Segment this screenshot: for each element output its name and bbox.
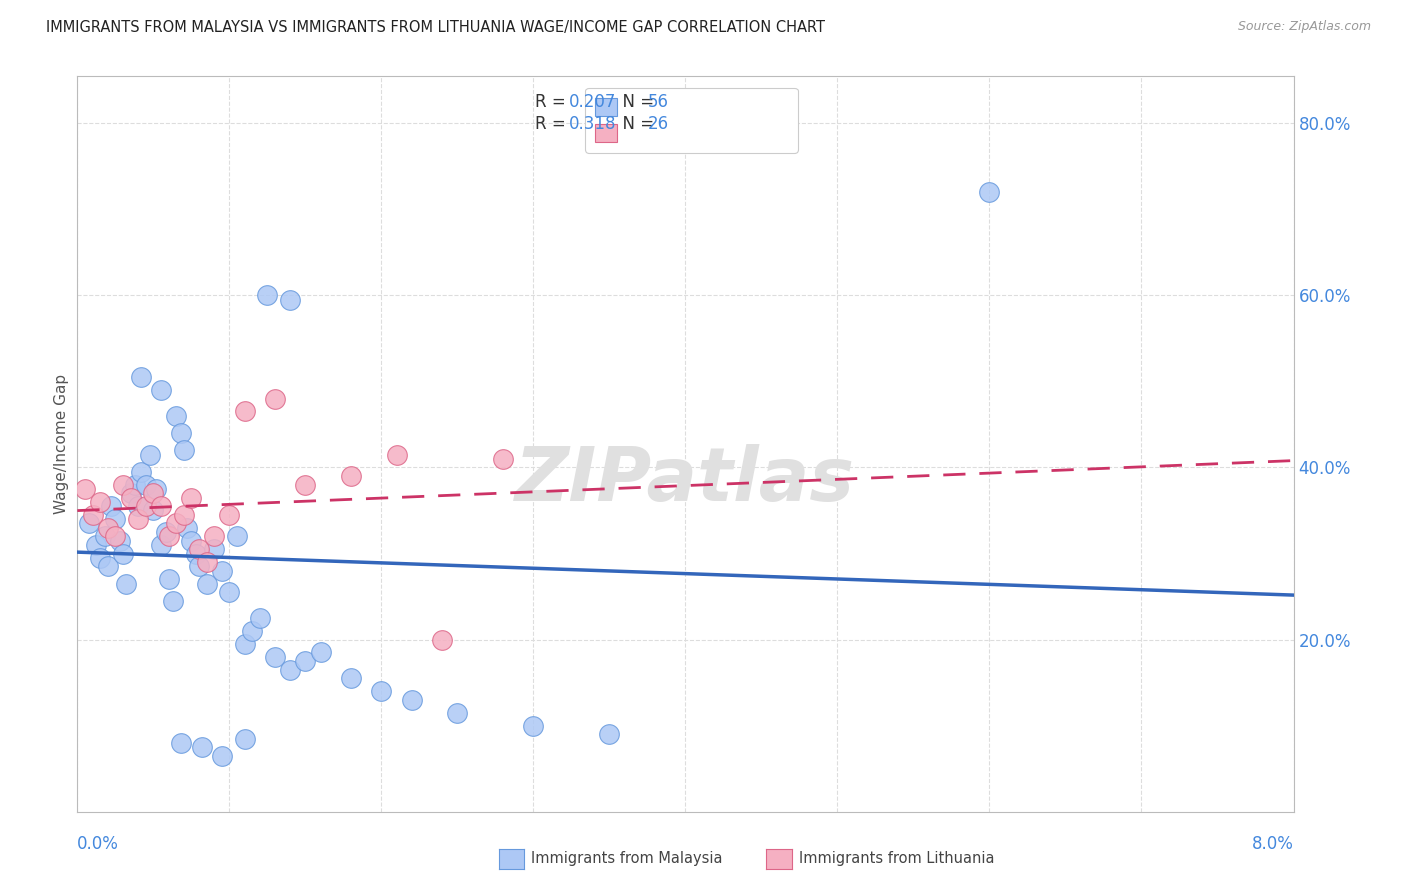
Point [195,576,218,591]
Point [104,512,127,526]
Point [598,727,620,741]
Point [226,529,249,543]
Point [294,477,316,491]
Point [135,477,157,491]
Point [370,684,392,698]
Point [211,748,233,763]
Point [218,508,240,522]
Point [142,486,165,500]
Point [145,482,167,496]
Point [129,465,152,479]
Point [89,495,111,509]
Point [202,542,225,557]
Point [73,482,96,496]
Text: 0.0%: 0.0% [77,835,120,853]
Point [82,508,104,522]
Point [127,512,149,526]
Point [309,645,332,659]
Point [97,521,120,535]
Point [430,632,453,647]
Point [173,443,195,458]
Legend:                               ,                               : , [585,87,797,153]
Point [180,533,202,548]
Point [522,719,544,733]
Point [111,547,134,561]
Point [108,533,131,548]
Text: R =: R = [534,115,571,133]
Point [84,538,107,552]
Text: 0.318: 0.318 [568,115,616,133]
Point [155,524,177,539]
Point [249,611,271,625]
Point [278,663,301,677]
Point [142,503,165,517]
Point [202,529,225,543]
Point [120,491,142,505]
Text: Immigrants from Lithuania: Immigrants from Lithuania [799,852,994,866]
Point [135,499,157,513]
Point [157,572,180,586]
Point [264,392,287,406]
Point [170,736,193,750]
Point [173,508,195,522]
Point [104,529,127,543]
Text: IMMIGRANTS FROM MALAYSIA VS IMMIGRANTS FROM LITHUANIA WAGE/INCOME GAP CORRELATIO: IMMIGRANTS FROM MALAYSIA VS IMMIGRANTS F… [46,20,825,35]
Point [188,559,211,574]
Point [79,516,101,531]
Point [401,693,423,707]
Point [139,448,162,462]
Point [93,529,115,543]
Point [240,624,263,638]
Text: N =: N = [613,115,659,133]
Point [111,477,134,491]
Point [278,293,301,307]
Point [233,731,256,746]
Point [340,671,363,685]
Point [124,477,146,491]
Point [127,499,149,513]
Point [100,499,122,513]
Y-axis label: Wage/Income Gap: Wage/Income Gap [53,374,69,514]
Point [256,288,278,302]
Point [176,521,198,535]
Text: 0.207: 0.207 [568,93,616,111]
Point [492,451,515,466]
Point [191,740,214,755]
Text: ZIPatlas: ZIPatlas [516,444,855,517]
Point [89,550,111,565]
Point [188,542,211,557]
Text: N =: N = [613,93,659,111]
Text: R =: R = [534,93,571,111]
Point [446,706,468,720]
Point [115,576,138,591]
Point [129,370,152,384]
Point [211,564,233,578]
Point [149,538,172,552]
Point [385,448,408,462]
Point [149,499,172,513]
Point [157,529,180,543]
Point [218,585,240,599]
Point [294,654,316,668]
Point [120,486,142,500]
Point [195,555,218,569]
Point [170,425,193,440]
Point [97,559,120,574]
Point [233,404,256,418]
Point [165,409,187,423]
Point [184,547,207,561]
Point [162,594,184,608]
Text: 8.0%: 8.0% [1251,835,1294,853]
Text: 26: 26 [648,115,669,133]
Text: Source: ZipAtlas.com: Source: ZipAtlas.com [1237,20,1371,33]
Text: 56: 56 [648,93,669,111]
Point [165,516,187,531]
Point [180,491,202,505]
Point [979,185,1001,199]
Point [340,469,363,483]
Text: Immigrants from Malaysia: Immigrants from Malaysia [531,852,723,866]
Point [264,649,287,664]
Point [233,637,256,651]
Point [149,383,172,397]
